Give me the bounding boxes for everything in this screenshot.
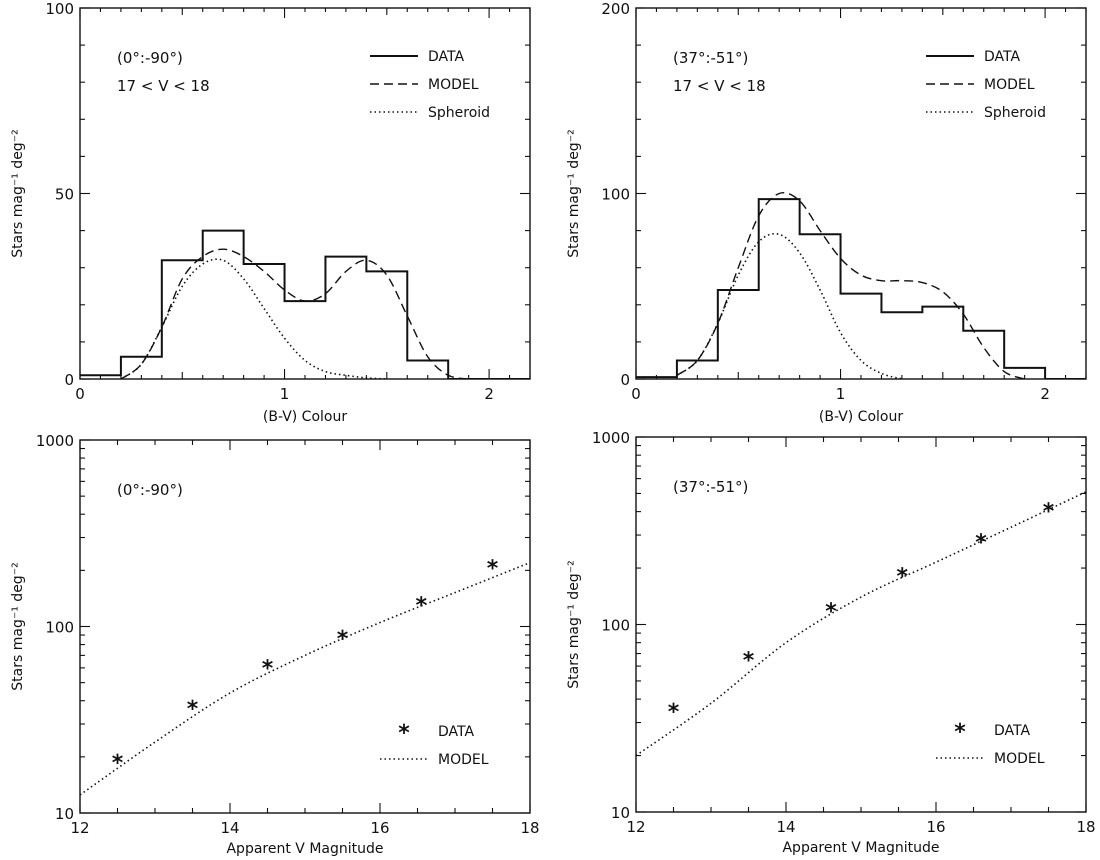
data-point: *: [1043, 500, 1055, 525]
legend-swatch-star: *: [398, 721, 410, 746]
data-point: *: [487, 556, 499, 581]
legend-label: DATA: [994, 723, 1030, 739]
x-tick-label: 16: [370, 819, 389, 837]
legend-swatch-star: *: [954, 720, 966, 745]
legend-item-spheroid: Spheroid: [370, 105, 490, 121]
y-axis-label: Stars mag⁻¹ deg⁻²: [10, 129, 26, 257]
x-tick-label: 14: [776, 818, 795, 836]
plot-area: [80, 229, 530, 379]
legend-label: DATA: [428, 49, 464, 65]
data-point: *: [187, 697, 199, 722]
y-tick-label: 10: [55, 805, 74, 823]
legend-item-model: MODEL: [380, 752, 489, 768]
field-annotation: (37°:-51°): [673, 49, 748, 67]
series-data-histogram: [80, 229, 530, 379]
y-tick-label: 10: [611, 804, 630, 822]
x-tick-label: 0: [631, 385, 641, 403]
data-point: *: [112, 751, 124, 776]
data-point: *: [262, 657, 274, 682]
panel-4: 12 14 16 18 10 100 1000 Apparent V Magnitude Sta…: [566, 429, 1096, 856]
x-tick-label: 2: [484, 385, 494, 403]
y-axis-label: Stars mag⁻¹ deg⁻²: [10, 562, 26, 690]
legend-item-model: MODEL: [936, 751, 1045, 767]
field-annotation: 17 < V < 18: [673, 77, 766, 95]
legend-label: MODEL: [428, 77, 479, 93]
y-tick-label: 1000: [592, 429, 630, 447]
series-model-curve: [636, 491, 1086, 757]
panel-3: 12 14 16 18 10 100 1000 Apparent V Magnitude Sta…: [10, 432, 540, 857]
series-model-curve: [80, 561, 530, 796]
legend-label: MODEL: [994, 751, 1045, 767]
data-point: *: [668, 700, 680, 725]
legend: DATA MODEL Spheroid: [926, 49, 1046, 121]
legend-item-model: MODEL: [370, 77, 479, 93]
x-tick-label: 18: [1076, 818, 1095, 836]
legend-label: Spheroid: [984, 105, 1046, 121]
x-tick-label: 14: [220, 819, 239, 837]
legend-label: MODEL: [438, 752, 489, 768]
data-point: *: [975, 531, 987, 556]
x-tick-label: 1: [280, 385, 290, 403]
x-tick-label: 0: [75, 385, 85, 403]
y-tick-label: 200: [601, 0, 630, 18]
x-tick-label: 18: [520, 819, 539, 837]
series-model-curve: [120, 248, 469, 379]
data-point: *: [743, 648, 755, 673]
series-spheroid-curve: [676, 232, 903, 379]
legend-item-data: * DATA: [954, 720, 1030, 745]
plot-area: [636, 491, 1086, 757]
y-axis-label: Stars mag⁻¹ deg⁻²: [566, 129, 582, 257]
x-axis-label: (B-V) Colour: [263, 409, 347, 425]
data-point: *: [896, 564, 908, 589]
y-tick-label: 100: [45, 619, 74, 637]
y-tick-label: 0: [64, 371, 74, 389]
legend: * DATA MODEL: [936, 720, 1045, 767]
legend-label: MODEL: [984, 77, 1035, 93]
y-tick-label: 1000: [36, 432, 74, 450]
panel-2: 0 1 2 0 100 200 (B-V) Colour Stars mag⁻¹ deg⁻² (…: [566, 0, 1087, 425]
x-tick-label: 16: [926, 818, 945, 836]
legend-item-data: * DATA: [398, 721, 474, 746]
x-axis-label: Apparent V Magnitude: [226, 841, 383, 857]
data-point: *: [337, 627, 349, 652]
plot-area: [80, 561, 530, 796]
legend-item-model: MODEL: [926, 77, 1035, 93]
x-tick-label: 1: [836, 385, 846, 403]
y-tick-label: 100: [45, 0, 74, 18]
x-axis-label: (B-V) Colour: [819, 409, 903, 425]
series-data-histogram: [636, 198, 1086, 379]
legend-item-spheroid: Spheroid: [926, 105, 1046, 121]
plot-area: [636, 192, 1086, 379]
tick-marks: [635, 7, 1087, 380]
legend-label: DATA: [984, 49, 1020, 65]
x-tick-label: 12: [70, 819, 89, 837]
x-tick-label: 12: [626, 818, 645, 836]
data-point: *: [825, 600, 837, 625]
legend-label: Spheroid: [428, 105, 490, 121]
field-annotation: 17 < V < 18: [117, 77, 210, 95]
legend-label: DATA: [438, 724, 474, 740]
series-spheroid-curve: [120, 258, 387, 379]
legend: * DATA MODEL: [380, 721, 489, 768]
field-annotation: (37°:-51°): [673, 478, 748, 496]
data-point: *: [415, 593, 427, 618]
series-model-curve: [676, 192, 1025, 379]
y-tick-label: 50: [55, 186, 74, 204]
y-axis-label: Stars mag⁻¹ deg⁻²: [566, 560, 582, 688]
y-tick-label: 100: [601, 186, 630, 204]
y-tick-label: 100: [601, 617, 630, 635]
legend-item-data: DATA: [926, 49, 1020, 65]
field-annotation: (0°:-90°): [117, 49, 183, 67]
x-axis-label: Apparent V Magnitude: [782, 840, 939, 856]
field-annotation: (0°:-90°): [117, 481, 183, 499]
x-tick-label: 2: [1040, 385, 1050, 403]
legend: DATA MODEL Spheroid: [370, 49, 490, 121]
tick-marks: [79, 439, 531, 814]
legend-item-data: DATA: [370, 49, 464, 65]
panel-1: 0 1 2 0 50 100 (B-V) Colour Stars mag⁻¹ deg⁻² (0…: [10, 0, 531, 425]
tick-marks: [635, 436, 1087, 813]
y-tick-label: 0: [620, 371, 630, 389]
